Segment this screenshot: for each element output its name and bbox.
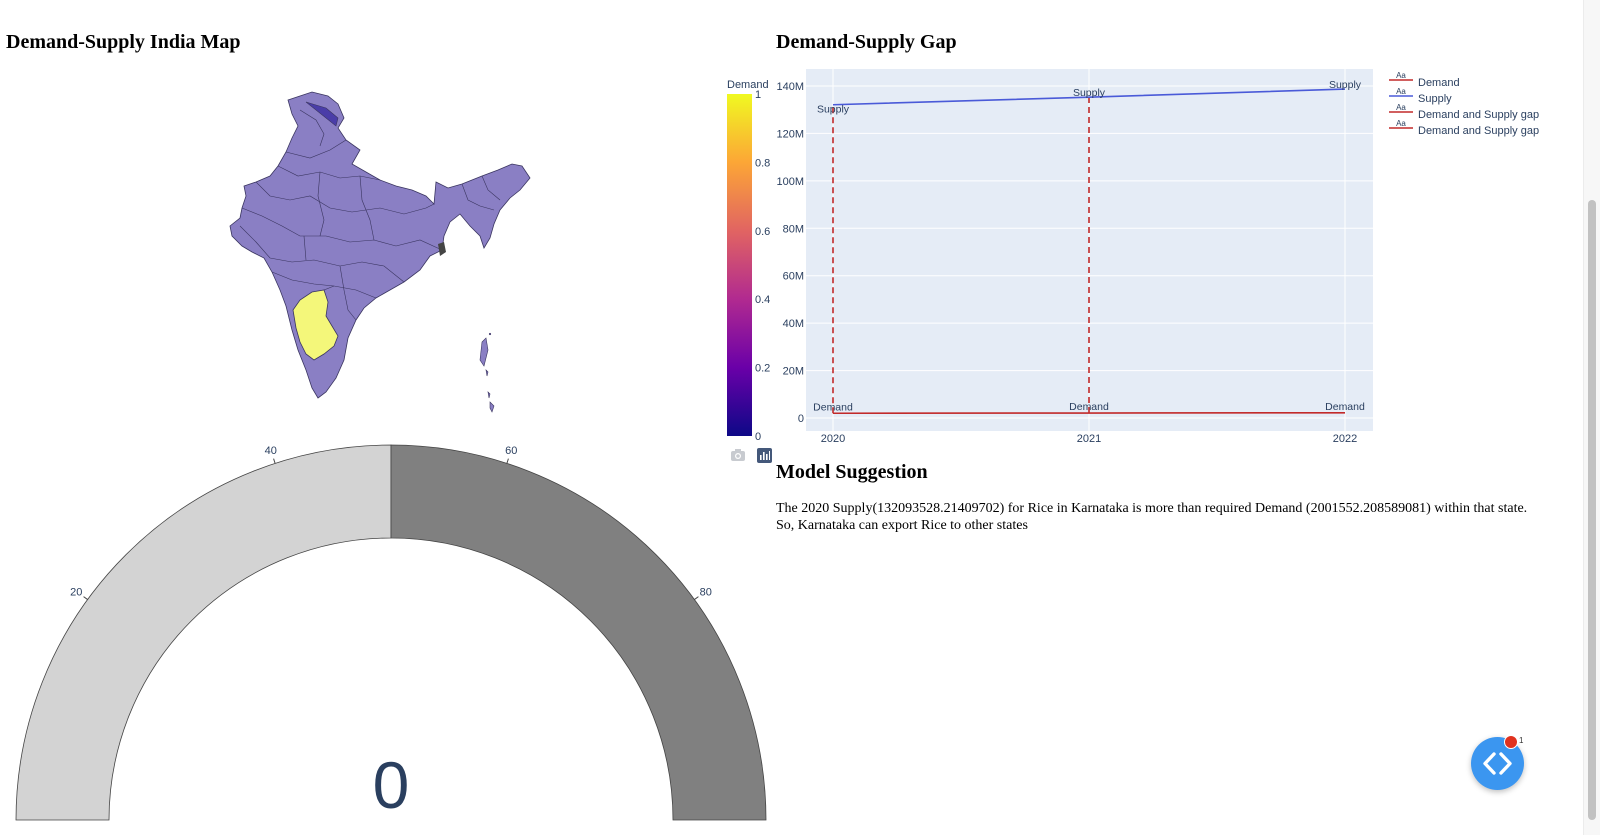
gauge-tick-label: 40 [265,445,277,457]
india-choropleth-map[interactable] [229,91,531,413]
colorbar-tick-label: 1 [755,89,761,101]
page-scrollbar[interactable] [1583,0,1600,835]
gauge-value: 0 [373,748,410,822]
y-tick-label: 0 [798,413,804,425]
x-tick-label: 2022 [1333,433,1357,445]
series-lines [832,88,1346,415]
legend-label: Demand [1418,77,1460,89]
y-tick-label: 20M [783,366,804,378]
gauge-tick [694,596,699,600]
series-annotations: Demand Demand Demand Supply Supply Supply [813,79,1365,413]
y-tick-label: 100M [776,176,804,188]
gauge-tick [273,458,276,464]
notification-badge-count: 1 [1519,736,1524,745]
gauge-tick [83,596,88,600]
x-tick-label: 2021 [1077,433,1101,445]
legend-label: Supply [1418,93,1452,105]
camera-icon[interactable] [730,448,746,462]
gauge-tick-label: 20 [70,586,82,598]
sundarbans-coast [438,242,446,256]
colorbar-title: Demand [727,79,769,91]
legend-label: Demand and Supply gap [1418,109,1539,121]
gauge-remaining-arc [390,444,767,821]
gauge-tick-label: 60 [505,445,517,457]
gauge-filled-arc [15,444,392,821]
y-axis-ticks: 0 20M 40M 60M 80M 100M 120M 140M [776,81,804,425]
legend-swatch-text: Aa [1396,119,1406,128]
gauge-tick-label: 80 [700,586,712,598]
supply-point-label: Supply [1073,87,1106,99]
legend-item[interactable]: Aa Demand [1389,71,1460,89]
colorbar-tick-label: 0.6 [755,226,770,238]
dev-tools-button[interactable] [1471,737,1524,790]
supply-line [832,88,1346,106]
andaman-islands[interactable] [479,332,495,413]
x-tick-label: 2020 [821,433,845,445]
y-tick-label: 140M [776,81,804,93]
legend-item[interactable]: Aa Demand and Supply gap [1389,103,1539,121]
plotly-logo-icon[interactable] [757,448,772,463]
colorbar-gradient [727,94,752,436]
scrollbar-thumb[interactable] [1588,200,1596,820]
supply-point-label: Supply [817,104,850,116]
gap-section-title: Demand-Supply Gap [776,31,957,53]
legend-item[interactable]: Aa Demand and Supply gap [1389,119,1539,137]
colorbar-tick-label: 0 [755,431,761,443]
karnataka-state[interactable] [292,289,339,361]
x-axis-ticks: 2020 2021 2022 [821,433,1357,445]
colorbar-tick-label: 0.8 [755,157,770,169]
model-suggestion-title: Model Suggestion [776,461,928,483]
legend-swatch-text: Aa [1396,103,1406,112]
demand-point-label: Demand [1325,401,1365,413]
gap-lines [832,97,1090,414]
model-suggestion-text: The 2020 Supply(132093528.21409702) for … [776,501,1528,533]
notification-badge [1504,735,1518,749]
legend-item[interactable]: Aa Supply [1389,87,1452,105]
y-tick-label: 40M [783,318,804,330]
demand-point-label: Demand [813,401,853,413]
y-tick-label: 60M [783,271,804,283]
legend-label: Demand and Supply gap [1418,125,1539,137]
gauge-axis: 20 40 60 80 [70,445,712,600]
demand-point-label: Demand [1069,401,1109,413]
y-tick-label: 80M [783,223,804,235]
map-section-title: Demand-Supply India Map [6,31,241,53]
legend-swatch-text: Aa [1396,87,1406,96]
colorbar-tick-label: 0.4 [755,294,770,306]
state-borders [239,109,501,321]
legend-swatch-text: Aa [1396,71,1406,80]
y-tick-label: 120M [776,128,804,140]
code-brackets-icon [1483,752,1512,775]
ladakh-region[interactable] [305,101,339,127]
demand-supply-gap-chart[interactable]: 0 20M 40M 60M 80M 100M 120M 140M 2020 2021 2022 D… [776,69,1373,445]
map-colorbar: Demand 1 0.8 0.6 0.4 0.2 0 [727,79,770,443]
supply-point-label: Supply [1329,79,1362,91]
gauge-tick [506,458,509,464]
gauge-indicator [15,444,767,821]
colorbar-tick-label: 0.2 [755,363,770,375]
